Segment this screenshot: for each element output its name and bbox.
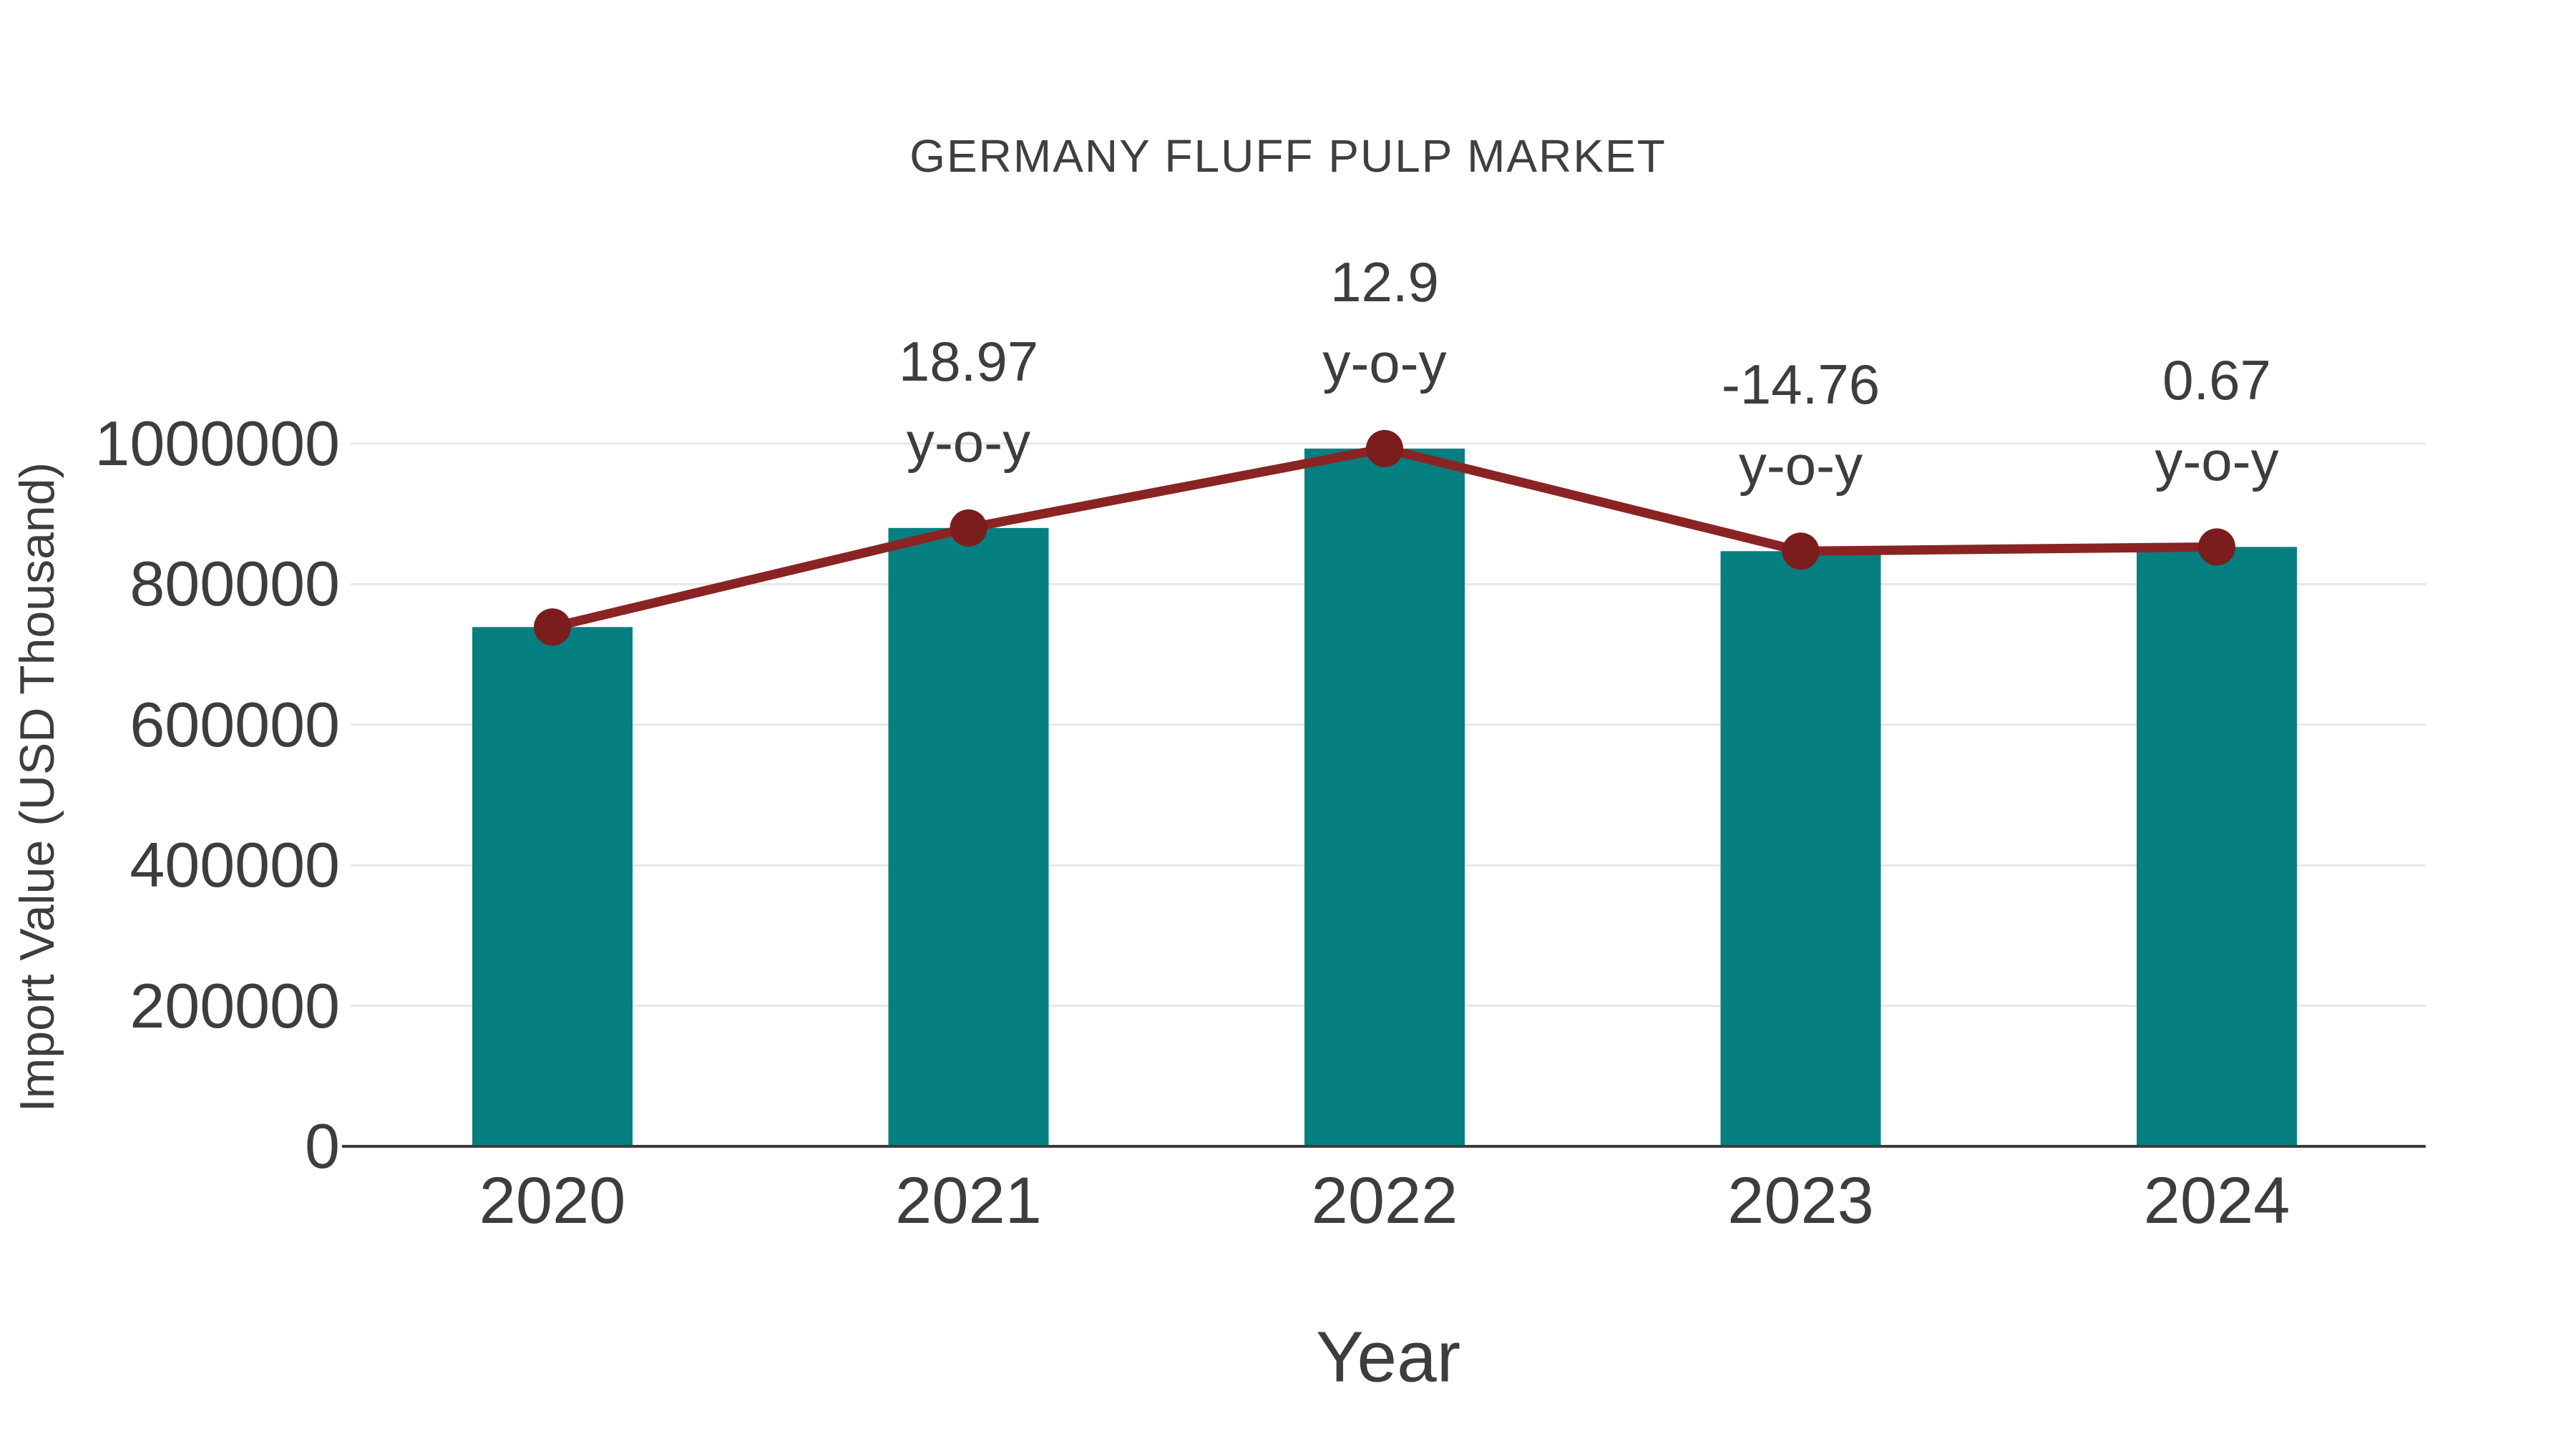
y-tick-label: 0 bbox=[305, 1111, 340, 1181]
bar bbox=[888, 527, 1049, 1148]
yoy-annotation-suffix: y-o-y bbox=[1738, 434, 1863, 497]
y-tick-label: 1000000 bbox=[94, 408, 340, 479]
data-point-marker bbox=[2198, 528, 2235, 566]
x-axis-title: Year bbox=[1315, 1317, 1461, 1397]
yoy-annotation-value: -14.76 bbox=[1721, 353, 1880, 416]
x-tick-label: 2021 bbox=[895, 1164, 1042, 1237]
data-point-marker bbox=[1782, 532, 1820, 570]
bar bbox=[472, 627, 633, 1148]
x-tick-label: 2024 bbox=[2143, 1164, 2290, 1237]
data-point-marker bbox=[950, 509, 987, 547]
yoy-annotation-suffix: y-o-y bbox=[1322, 331, 1447, 394]
data-point-marker bbox=[534, 608, 571, 646]
bar bbox=[2137, 547, 2297, 1148]
yoy-annotation-value: 0.67 bbox=[2162, 348, 2271, 412]
x-tick-label: 2020 bbox=[479, 1164, 626, 1237]
yoy-annotation-suffix: y-o-y bbox=[2155, 429, 2279, 493]
y-tick-label: 600000 bbox=[130, 688, 340, 760]
bar bbox=[1304, 448, 1465, 1148]
y-tick-label: 400000 bbox=[130, 829, 340, 901]
data-point-marker bbox=[1366, 429, 1403, 467]
x-tick-label: 2022 bbox=[1311, 1164, 1458, 1237]
yoy-annotation-value: 18.97 bbox=[898, 329, 1039, 393]
y-axis-title: Import Value (USD Thousand) bbox=[10, 462, 64, 1113]
bar bbox=[1720, 551, 1881, 1148]
y-tick-label: 800000 bbox=[130, 548, 340, 620]
chart-title: GERMANY FLUFF PULP MARKET bbox=[909, 130, 1667, 182]
x-tick-label: 2023 bbox=[1727, 1164, 1874, 1237]
y-tick-label: 200000 bbox=[130, 970, 340, 1041]
yoy-annotation-suffix: y-o-y bbox=[906, 410, 1031, 474]
yoy-annotation-value: 12.9 bbox=[1330, 250, 1439, 313]
